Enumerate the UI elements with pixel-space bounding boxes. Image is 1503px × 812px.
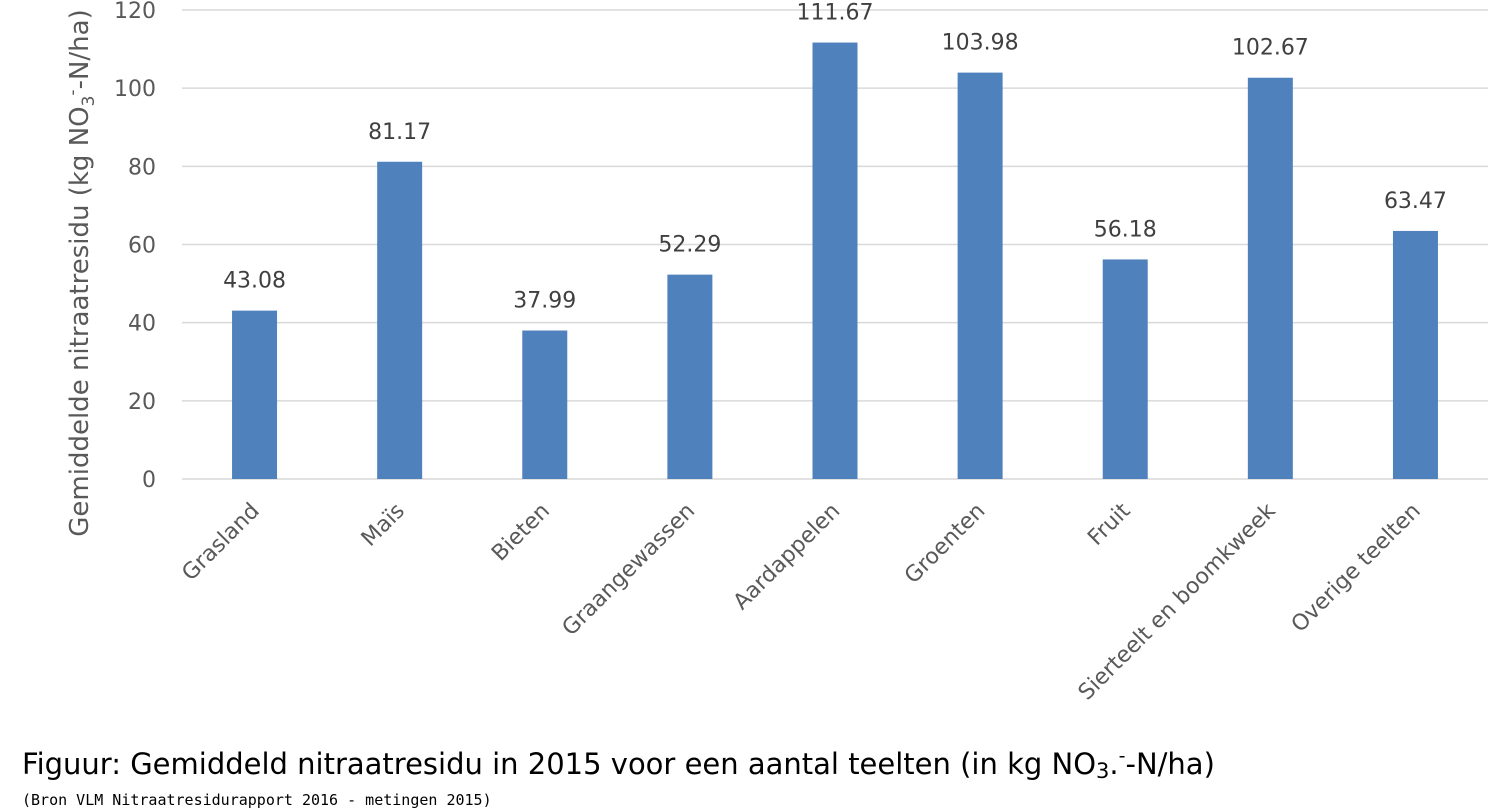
caption-text: Figuur: Gemiddeld nitraatresidu in 2015 …	[22, 747, 1097, 781]
category-label: Overige teelten	[1287, 499, 1426, 638]
y-axis-title-main: Gemiddelde nitraatresidu (kg NO	[65, 106, 95, 536]
y-tick-label: 60	[128, 234, 156, 259]
category-labels: Grasland Maïs Bieten Graangewassen Aardappel…	[177, 498, 1425, 705]
bar	[667, 274, 713, 479]
category-label: Graangewassen	[558, 499, 700, 641]
y-axis-ticks: 0 20 40 60 80 100 120	[114, 0, 156, 493]
bar	[1102, 259, 1148, 479]
y-axis-title-subscript: 3	[79, 96, 99, 107]
y-tick-label: 100	[114, 77, 156, 102]
caption-subscript: 3	[1096, 759, 1110, 783]
category-label: Maïs	[357, 499, 410, 552]
data-label: 63.47	[1384, 189, 1447, 214]
category-label: Fruit	[1083, 498, 1135, 550]
data-label: 111.67	[797, 1, 874, 26]
y-tick-label: 120	[114, 0, 156, 24]
data-label: 37.99	[513, 289, 576, 314]
y-axis-title: Gemiddelde nitraatresidu (kg NO3--N/ha)	[63, 9, 99, 536]
category-label: Aardappelen	[729, 499, 845, 615]
bar	[232, 310, 278, 479]
bar	[957, 72, 1003, 479]
bar-chart: 0 20 40 60 80 100 120 43.08 81.17 37.99 52.29 111.…	[63, 0, 1488, 705]
bar	[377, 161, 423, 479]
caption-unit: -N/ha)	[1125, 747, 1215, 781]
data-label: 102.67	[1232, 36, 1309, 61]
category-label: Groenten	[900, 499, 990, 589]
bars	[232, 42, 1438, 479]
data-label: 43.08	[223, 269, 286, 294]
y-tick-label: 40	[128, 312, 156, 337]
data-label: 52.29	[658, 233, 721, 258]
bar	[522, 330, 568, 479]
y-tick-label: 20	[128, 390, 156, 415]
figure-caption: Figuur: Gemiddeld nitraatresidu in 2015 …	[22, 745, 1215, 783]
data-labels: 43.08 81.17 37.99 52.29 111.67 103.98 56.18 102…	[223, 1, 1447, 314]
y-axis-title-unit: -N/ha)	[65, 9, 95, 89]
chart-area: 0 20 40 60 80 100 120 43.08 81.17 37.99 52.29 111.…	[63, 0, 1488, 705]
category-label: Bieten	[487, 499, 555, 567]
caption-superscript: -	[1118, 745, 1126, 767]
category-label: Grasland	[177, 499, 264, 586]
y-tick-label: 80	[128, 155, 156, 180]
data-label: 81.17	[368, 120, 431, 145]
source-note: (Bron VLM Nitraatresidurapport 2016 - me…	[22, 791, 492, 809]
bar	[812, 42, 858, 479]
data-label: 103.98	[942, 31, 1019, 56]
data-label: 56.18	[1094, 217, 1157, 242]
caption-dot: .	[1109, 747, 1119, 781]
bar	[1247, 77, 1293, 479]
bar	[1392, 230, 1438, 479]
y-tick-label: 0	[142, 468, 156, 493]
y-axis-title-superscript: -	[63, 89, 83, 95]
